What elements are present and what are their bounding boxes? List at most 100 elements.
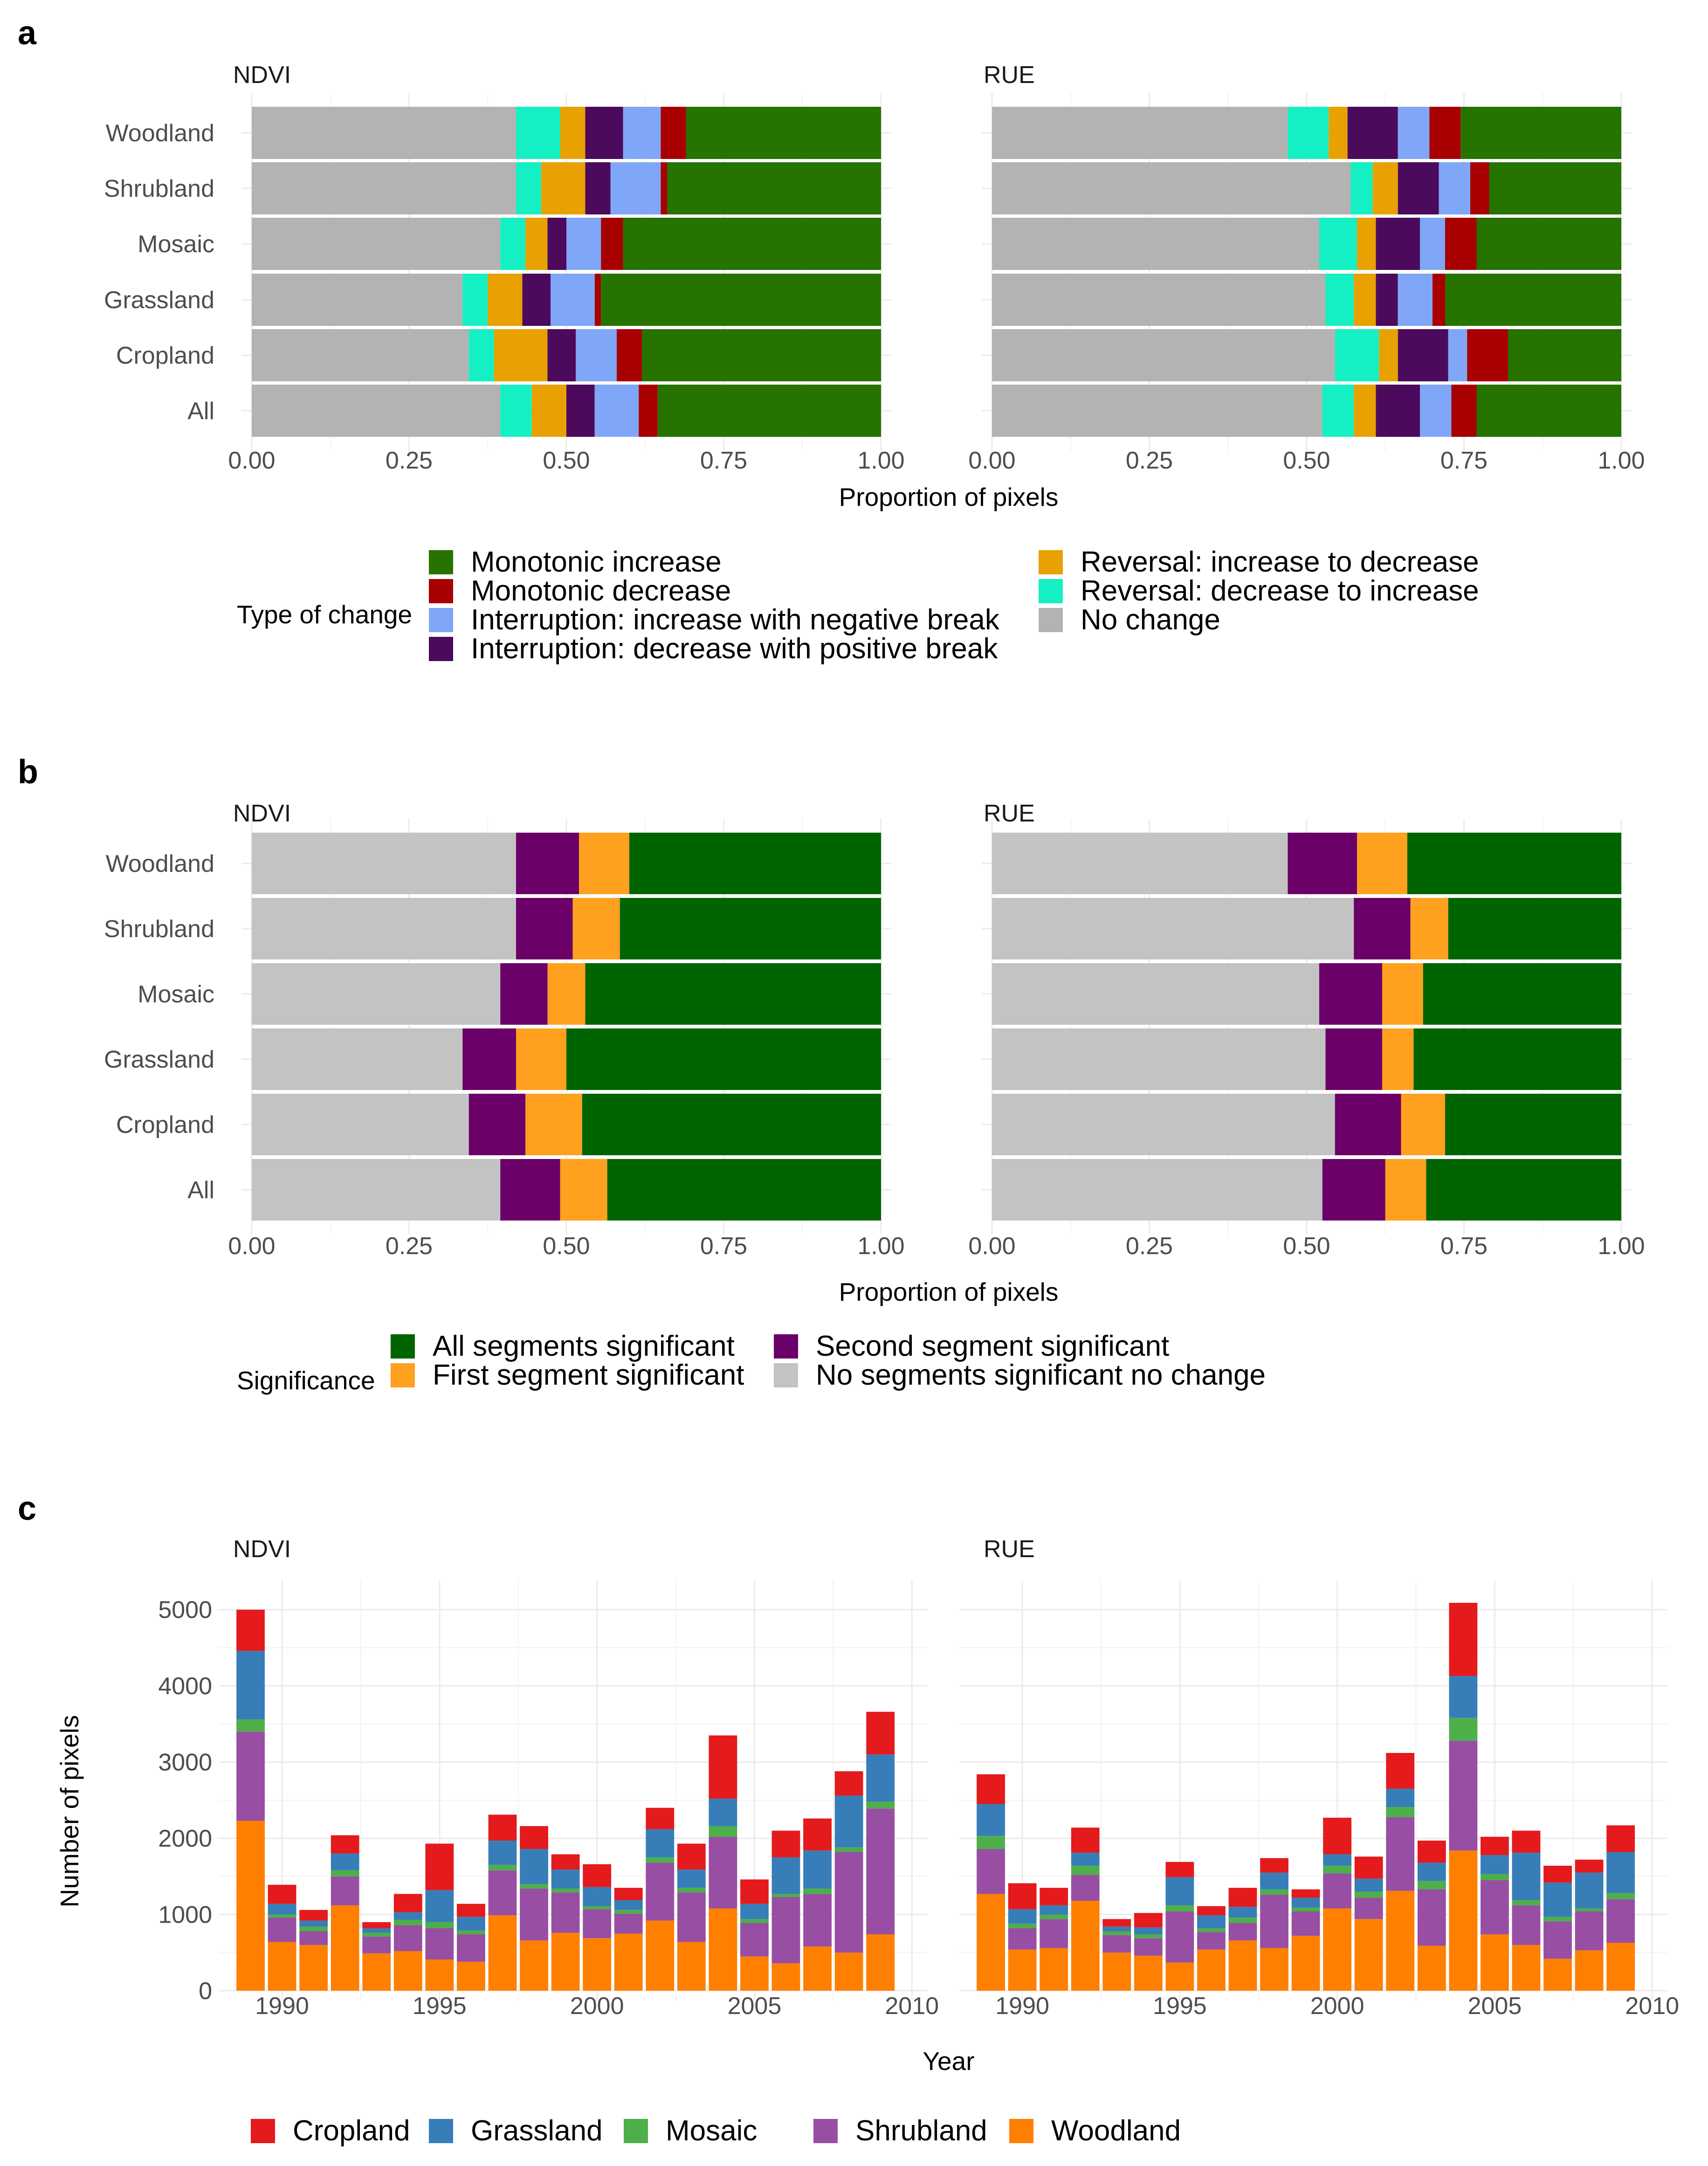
y-tick-label: Cropland xyxy=(116,1111,214,1138)
bar-rue-1997-shrubland xyxy=(1228,1923,1257,1941)
legend-swatch-interruption-increase-with-negative-break xyxy=(429,608,453,632)
bar-rue-2005-woodland xyxy=(1481,1934,1509,1991)
bar-ndvi-2007-grassland xyxy=(803,1850,832,1889)
bar-rue-shrubland-no-change xyxy=(992,162,1351,214)
bar-ndvi-1999-mosaic xyxy=(551,1888,580,1893)
panel-c-legend: Cropland Grassland Mosaic Shrubland Woodland xyxy=(251,2115,1181,2147)
legend-swatch-second-segment-significant xyxy=(774,1334,798,1359)
x-tick-label: 1995 xyxy=(413,1993,467,2020)
bar-ndvi-2002-grassland xyxy=(646,1829,675,1857)
bar-rue-2001-cropland xyxy=(1354,1856,1383,1879)
y-tick-label: Woodland xyxy=(106,850,214,877)
y-tick-label: Woodland xyxy=(106,120,214,147)
bar-rue-mosaic-first-segment-significant xyxy=(1382,963,1423,1025)
y-tick-label: 5000 xyxy=(158,1597,212,1624)
bar-ndvi-1994-cropland xyxy=(393,1894,422,1912)
bar-rue-shrubland-all-segments-significant xyxy=(1448,898,1621,959)
legend-swatch-no-change xyxy=(1039,608,1063,632)
bar-rue-1998-cropland xyxy=(1260,1858,1288,1873)
bar-ndvi-2004-woodland xyxy=(709,1908,737,1991)
bar-rue-woodland-interruption-decrease-with-positive-break xyxy=(1347,107,1398,159)
bar-rue-all-first-segment-significant xyxy=(1385,1159,1426,1221)
legend-label-second-segment-significant: Second segment significant xyxy=(816,1330,1169,1362)
panel-b-facet-rue: RUE xyxy=(984,800,1035,827)
bar-rue-2004-grassland xyxy=(1449,1676,1478,1718)
bar-ndvi-woodland-no-segments-significant-no-change xyxy=(252,833,516,894)
bar-rue-grassland-monotonic-decrease xyxy=(1433,274,1445,326)
bar-rue-2007-woodland xyxy=(1543,1959,1572,1991)
bar-rue-1998-grassland xyxy=(1260,1872,1288,1890)
bar-rue-1991-cropland xyxy=(1040,1888,1068,1905)
bar-ndvi-1993-woodland xyxy=(362,1953,391,1991)
bar-ndvi-2000-cropland xyxy=(583,1864,612,1887)
x-tick-label: 0.00 xyxy=(228,447,275,474)
bar-ndvi-1996-shrubland xyxy=(457,1934,485,1962)
bar-ndvi-1991-cropland xyxy=(299,1910,328,1921)
bar-ndvi-2007-cropland xyxy=(803,1818,832,1851)
bar-ndvi-1993-grassland xyxy=(362,1928,391,1933)
bar-rue-2002-woodland xyxy=(1386,1890,1415,1991)
bar-rue-all-monotonic-decrease xyxy=(1451,385,1477,437)
bar-rue-2003-shrubland xyxy=(1417,1889,1446,1946)
legend-swatch-shrubland xyxy=(813,2119,838,2143)
legend-swatch-all-segments-significant xyxy=(391,1334,415,1359)
bar-rue-all-no-change xyxy=(992,385,1322,437)
bar-ndvi-all-all-segments-significant xyxy=(607,1159,881,1221)
bar-ndvi-shrubland-interruption-increase-with-negative-break xyxy=(610,162,661,214)
bar-ndvi-mosaic-monotonic-decrease xyxy=(601,218,623,270)
bar-ndvi-1990-cropland xyxy=(268,1884,296,1904)
bar-rue-shrubland-no-segments-significant-no-change xyxy=(992,898,1354,959)
y-tick-label: All xyxy=(187,1177,214,1204)
bar-ndvi-shrubland-monotonic-increase xyxy=(667,162,881,214)
bar-ndvi-1992-mosaic xyxy=(331,1870,359,1876)
x-tick-label: 0.00 xyxy=(968,447,1015,474)
bar-rue-2006-mosaic xyxy=(1512,1900,1541,1905)
bar-rue-2009-mosaic xyxy=(1606,1893,1635,1899)
bar-rue-2006-grassland xyxy=(1512,1853,1541,1900)
y-tick-label: 1000 xyxy=(158,1902,212,1929)
bar-rue-woodland-no-change xyxy=(992,107,1288,159)
bar-rue-grassland-interruption-increase-with-negative-break xyxy=(1398,274,1433,326)
bar-ndvi-2001-woodland xyxy=(614,1933,643,1991)
bar-rue-woodland-interruption-increase-with-negative-break xyxy=(1398,107,1430,159)
bar-ndvi-cropland-no-segments-significant-no-change xyxy=(252,1094,469,1155)
bar-ndvi-1999-cropland xyxy=(551,1854,580,1870)
legend-label-all-segments-significant: All segments significant xyxy=(433,1330,735,1362)
bar-rue-grassland-reversal-decrease-to-increase xyxy=(1325,274,1354,326)
bar-rue-2007-cropland xyxy=(1543,1865,1572,1883)
bar-rue-cropland-monotonic-increase xyxy=(1508,329,1621,381)
bar-rue-1993-grassland xyxy=(1102,1926,1131,1931)
bar-rue-1989-woodland xyxy=(977,1894,1005,1991)
bar-rue-2009-shrubland xyxy=(1606,1899,1635,1943)
bar-ndvi-grassland-second-segment-significant xyxy=(462,1028,516,1090)
panel-a-x-axis-title: Proportion of pixels xyxy=(839,483,1059,511)
bar-rue-2005-cropland xyxy=(1481,1836,1509,1856)
x-tick-label: 1.00 xyxy=(1598,1233,1645,1260)
bar-ndvi-woodland-monotonic-increase xyxy=(686,107,881,159)
legend-swatch-woodland xyxy=(1009,2119,1033,2143)
panel-b-facet-ndvi: NDVI xyxy=(233,800,291,827)
y-tick-label: Shrubland xyxy=(104,175,214,202)
legend-swatch-monotonic-decrease xyxy=(429,579,453,603)
bar-rue-2009-grassland xyxy=(1606,1852,1635,1893)
x-tick-label: 0.25 xyxy=(386,447,433,474)
bar-ndvi-1997-cropland xyxy=(488,1814,517,1841)
bar-rue-2008-shrubland xyxy=(1575,1911,1604,1951)
legend-label-woodland: Woodland xyxy=(1051,2115,1181,2147)
y-tick-label: 0 xyxy=(199,1978,212,2005)
bar-ndvi-1998-cropland xyxy=(520,1826,548,1849)
bar-rue-1998-shrubland xyxy=(1260,1895,1288,1948)
bar-rue-1989-mosaic xyxy=(977,1836,1005,1849)
bar-ndvi-woodland-all-segments-significant xyxy=(629,833,881,894)
bar-ndvi-cropland-interruption-increase-with-negative-break xyxy=(576,329,617,381)
bar-rue-1996-woodland xyxy=(1197,1949,1226,1991)
bar-ndvi-2001-cropland xyxy=(614,1888,643,1900)
bar-ndvi-2002-shrubland xyxy=(646,1862,675,1921)
bar-rue-mosaic-no-segments-significant-no-change xyxy=(992,963,1319,1025)
bar-rue-mosaic-all-segments-significant xyxy=(1423,963,1621,1025)
bar-ndvi-2000-mosaic xyxy=(583,1906,612,1910)
bar-rue-1992-mosaic xyxy=(1071,1865,1100,1875)
bar-rue-cropland-monotonic-decrease xyxy=(1467,329,1508,381)
x-tick-label: 1.00 xyxy=(1598,447,1645,474)
